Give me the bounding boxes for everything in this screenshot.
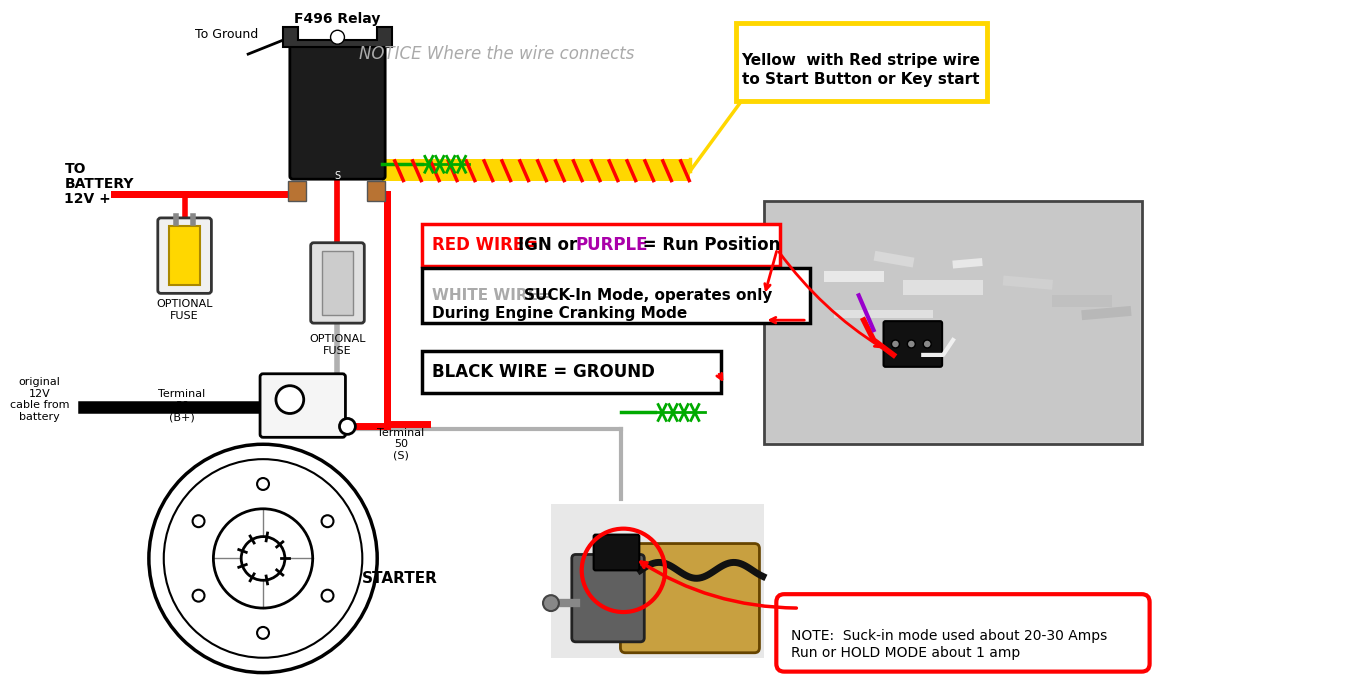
- Text: OPTIONAL
FUSE: OPTIONAL FUSE: [309, 334, 366, 356]
- FancyBboxPatch shape: [594, 534, 639, 570]
- FancyBboxPatch shape: [572, 554, 645, 642]
- FancyBboxPatch shape: [383, 159, 690, 181]
- Circle shape: [276, 386, 303, 414]
- FancyBboxPatch shape: [421, 268, 809, 323]
- Bar: [1003, 276, 1052, 289]
- Bar: [952, 258, 982, 268]
- FancyBboxPatch shape: [735, 23, 986, 101]
- Text: OPTIONAL
FUSE: OPTIONAL FUSE: [156, 299, 213, 321]
- Circle shape: [321, 590, 333, 602]
- Circle shape: [192, 590, 204, 602]
- Bar: [825, 270, 884, 283]
- Text: Terminal
30
(B+): Terminal 30 (B+): [158, 389, 206, 422]
- Bar: [1102, 285, 1132, 294]
- FancyBboxPatch shape: [421, 351, 720, 392]
- FancyBboxPatch shape: [552, 504, 764, 658]
- FancyBboxPatch shape: [288, 181, 306, 201]
- Text: STARTER: STARTER: [362, 571, 438, 586]
- FancyBboxPatch shape: [884, 321, 943, 367]
- Text: IGN or: IGN or: [519, 236, 583, 254]
- FancyBboxPatch shape: [764, 201, 1142, 445]
- Circle shape: [543, 595, 558, 611]
- Text: BLACK WIRE = GROUND: BLACK WIRE = GROUND: [432, 363, 654, 381]
- Circle shape: [321, 515, 333, 527]
- Text: To Ground: To Ground: [195, 27, 258, 40]
- FancyBboxPatch shape: [158, 218, 211, 294]
- Text: Terminal
50
(S): Terminal 50 (S): [377, 427, 424, 461]
- FancyBboxPatch shape: [261, 374, 346, 437]
- FancyBboxPatch shape: [421, 224, 781, 265]
- FancyBboxPatch shape: [169, 226, 200, 285]
- Circle shape: [192, 515, 204, 527]
- Circle shape: [331, 30, 344, 44]
- Circle shape: [339, 418, 355, 434]
- Circle shape: [907, 340, 915, 348]
- Circle shape: [257, 478, 269, 490]
- FancyBboxPatch shape: [777, 594, 1150, 672]
- Text: PURPLE: PURPLE: [576, 236, 648, 254]
- Text: SUCK-In Mode, operates only: SUCK-In Mode, operates only: [524, 288, 772, 303]
- Text: NOTE:  Suck-in mode used about 20-30 Amps: NOTE: Suck-in mode used about 20-30 Amps: [792, 629, 1107, 643]
- Text: RED WIRE=: RED WIRE=: [432, 236, 543, 254]
- Text: BATTERY: BATTERY: [64, 177, 134, 191]
- FancyBboxPatch shape: [289, 44, 386, 179]
- Text: TO: TO: [64, 163, 86, 176]
- Bar: [903, 281, 982, 296]
- Text: F496 Relay: F496 Relay: [295, 12, 380, 26]
- Text: original
12V
cable from
battery: original 12V cable from battery: [10, 377, 70, 422]
- Text: S: S: [335, 172, 340, 181]
- FancyBboxPatch shape: [321, 250, 354, 315]
- Bar: [1052, 296, 1111, 307]
- Text: 12V +: 12V +: [64, 192, 111, 206]
- Circle shape: [892, 340, 900, 348]
- Bar: [834, 310, 933, 318]
- Text: NOTICE Where the wire connects: NOTICE Where the wire connects: [358, 45, 634, 63]
- Text: Yellow  with Red stripe wire: Yellow with Red stripe wire: [741, 53, 980, 67]
- Polygon shape: [283, 27, 392, 47]
- Text: During Engine Cranking Mode: During Engine Cranking Mode: [432, 306, 687, 321]
- FancyBboxPatch shape: [368, 181, 386, 201]
- Bar: [1081, 306, 1132, 320]
- FancyBboxPatch shape: [767, 203, 1140, 442]
- Circle shape: [241, 536, 285, 580]
- FancyBboxPatch shape: [310, 243, 365, 323]
- Bar: [874, 251, 915, 268]
- FancyBboxPatch shape: [620, 543, 760, 653]
- Circle shape: [923, 340, 932, 348]
- Text: Run or HOLD MODE about 1 amp: Run or HOLD MODE about 1 amp: [792, 646, 1021, 660]
- Text: to Start Button or Key start: to Start Button or Key start: [742, 73, 980, 87]
- Text: = Run Position: = Run Position: [638, 236, 781, 254]
- Circle shape: [257, 627, 269, 639]
- Text: WHITE WIRE=: WHITE WIRE=: [432, 288, 556, 303]
